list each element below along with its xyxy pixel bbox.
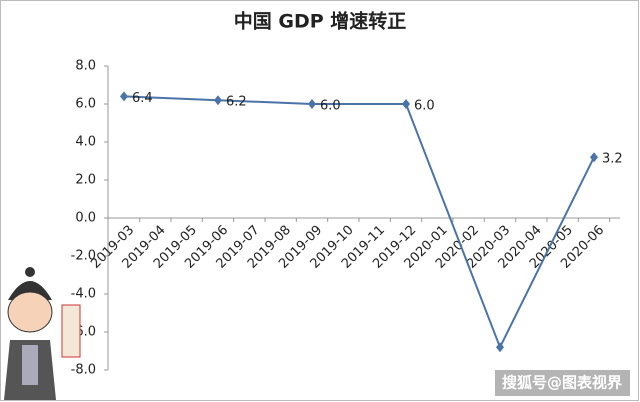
marker <box>308 99 316 109</box>
watermark-bg <box>495 370 630 396</box>
marker <box>402 99 410 109</box>
chart-title: 中国 GDP 增速转正 <box>234 10 407 33</box>
y-tick-label: 4.0 <box>75 135 96 150</box>
marker <box>120 91 128 102</box>
value-label: 6.4 <box>132 91 153 106</box>
watermark: 搜狐号@图表视界 <box>502 374 622 392</box>
y-tick-label: -4.0 <box>71 287 96 302</box>
y-tick-label: 8.0 <box>75 59 96 74</box>
value-label: 3.2 <box>602 152 623 167</box>
marker <box>496 342 504 353</box>
value-label: 6.0 <box>320 99 341 114</box>
value-label: 6.2 <box>226 95 247 110</box>
cartoon <box>4 267 81 400</box>
value-label: 6.0 <box>414 99 435 114</box>
marker <box>214 95 222 106</box>
y-tick-label: 0.0 <box>75 211 96 226</box>
line <box>123 95 595 350</box>
y-tick-label: 6.0 <box>75 97 96 112</box>
marker <box>590 152 598 163</box>
y-tick-label: -8.0 <box>71 363 96 378</box>
y-tick-label: 2.0 <box>75 173 96 188</box>
y-tick-label: -2.0 <box>71 249 96 264</box>
